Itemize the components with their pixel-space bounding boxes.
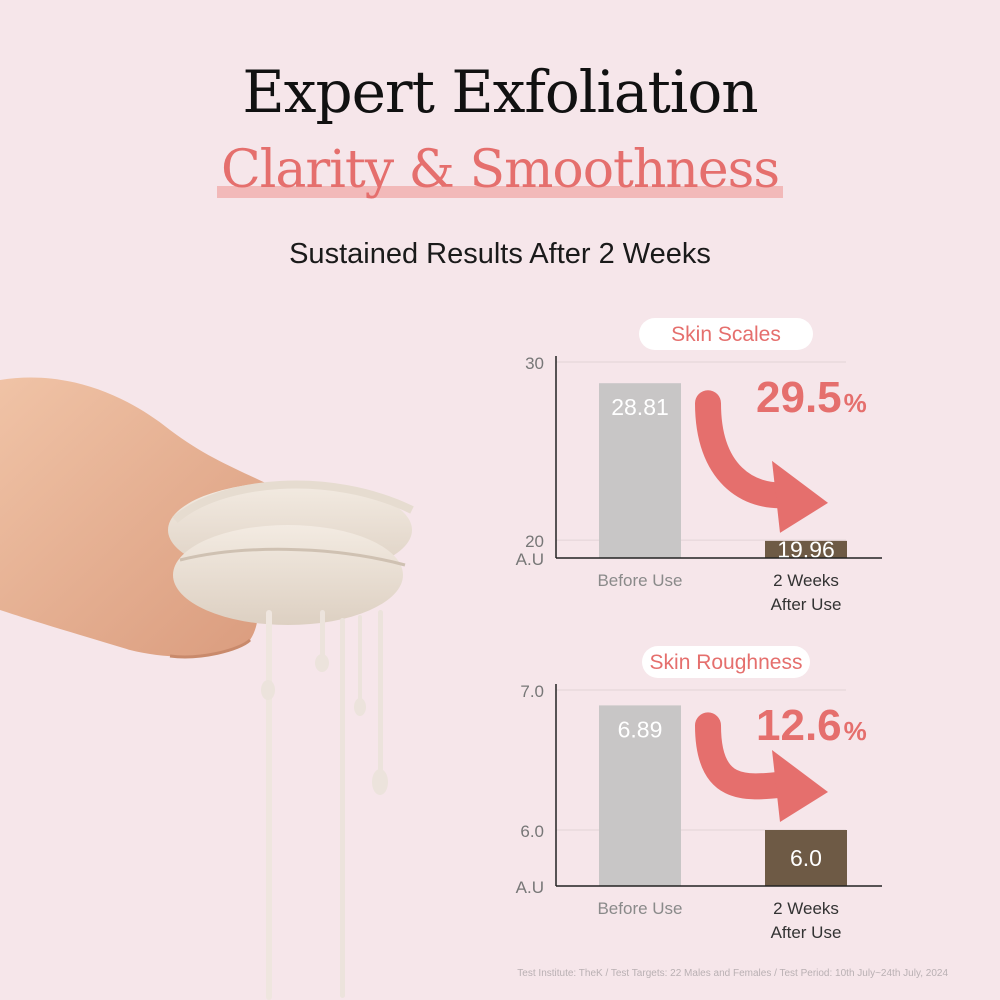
- highlight-title-text: Clarity & Smoothness: [220, 140, 780, 200]
- bar: [765, 540, 847, 558]
- reduction-percent: 12.6%: [756, 701, 867, 750]
- reduction-value: 12.6: [756, 701, 842, 750]
- x-category-label: Before Use: [597, 571, 682, 590]
- y-tick-label: 7.0: [520, 682, 544, 701]
- reduction-value: 29.5: [756, 373, 842, 422]
- x-category-label: 2 Weeks: [773, 571, 839, 590]
- chart-title-pill: [639, 318, 813, 350]
- product-hand-illustration: [0, 377, 414, 1000]
- y-unit-label: A.U: [516, 550, 544, 569]
- bar: [599, 383, 681, 558]
- reduction-unit: %: [844, 716, 867, 746]
- bar-value-label: 28.81: [611, 394, 669, 420]
- down-arrow-icon: [695, 712, 801, 800]
- highlight-title-wrap: Clarity & Smoothness: [0, 140, 1000, 200]
- y-tick-label: 6.0: [520, 822, 544, 841]
- bar-value-label: 6.89: [618, 716, 663, 742]
- x-category-label: Before Use: [597, 899, 682, 918]
- highlight-title: Clarity & Smoothness: [216, 140, 784, 200]
- page-title: Expert Exfoliation: [242, 58, 758, 126]
- y-unit-label: A.U: [516, 878, 544, 897]
- chart-title: Skin Scales: [671, 323, 781, 346]
- x-category-label: 2 Weeks: [773, 899, 839, 918]
- arrow-head-icon: [772, 460, 828, 533]
- chart-title-pill: [642, 646, 810, 678]
- reduction-percent: 29.5%: [756, 373, 867, 422]
- subtitle: Sustained Results After 2 Weeks: [289, 238, 711, 270]
- bar: [765, 830, 847, 886]
- x-category-label: After Use: [771, 595, 842, 614]
- down-arrow-icon: [695, 390, 801, 509]
- arrow-head-icon: [772, 750, 828, 822]
- chart-title: Skin Roughness: [650, 651, 803, 674]
- x-category-label: After Use: [771, 923, 842, 942]
- cream-icon: [168, 480, 414, 1000]
- bar-value-label: 6.0: [790, 845, 822, 871]
- reduction-unit: %: [844, 388, 867, 418]
- y-tick-label: 30: [525, 354, 544, 373]
- y-tick-label: 20: [525, 532, 544, 551]
- footnote: Test Institute: TheK / Test Targets: 22 …: [517, 968, 948, 979]
- bar: [599, 705, 681, 886]
- skin-roughness-chart: Skin Roughness 6.0 7.0 A.U 6.89 Before Use 6.0…: [516, 646, 882, 942]
